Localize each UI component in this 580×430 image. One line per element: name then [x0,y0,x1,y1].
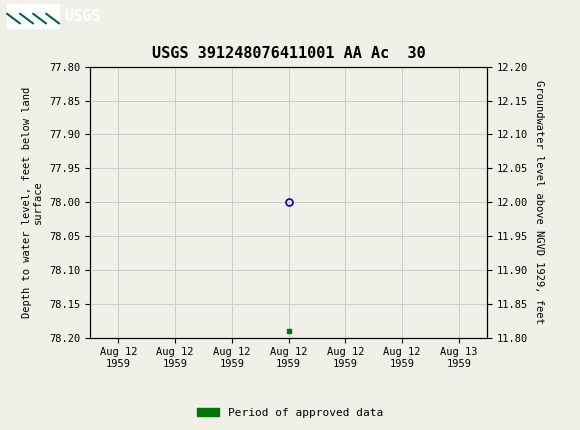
Text: USGS: USGS [64,9,100,24]
FancyBboxPatch shape [7,4,59,28]
Legend: Period of approved data: Period of approved data [193,403,387,422]
Y-axis label: Depth to water level, feet below land
surface: Depth to water level, feet below land su… [22,86,44,318]
Title: USGS 391248076411001 AA Ac  30: USGS 391248076411001 AA Ac 30 [152,46,425,61]
Y-axis label: Groundwater level above NGVD 1929, feet: Groundwater level above NGVD 1929, feet [534,80,543,324]
